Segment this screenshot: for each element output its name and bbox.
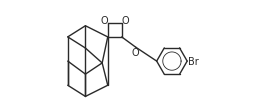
Text: Br: Br bbox=[188, 57, 199, 67]
Text: O: O bbox=[121, 15, 129, 25]
Text: O: O bbox=[101, 15, 108, 25]
Text: O: O bbox=[132, 47, 139, 57]
